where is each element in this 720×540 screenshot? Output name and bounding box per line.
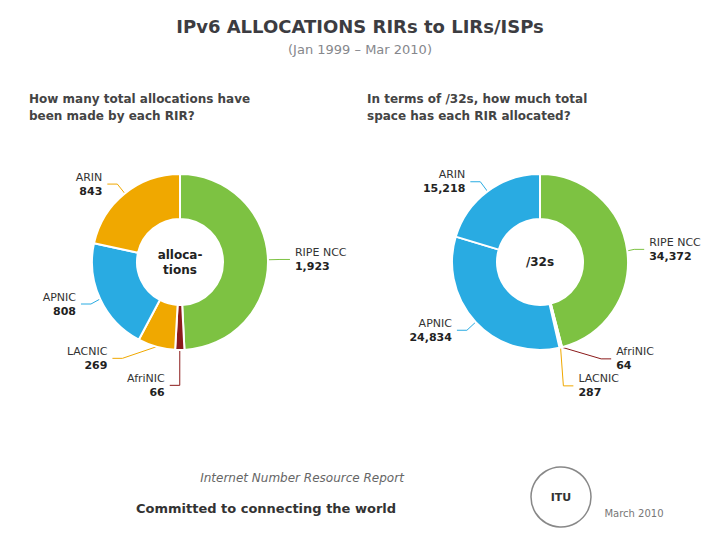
svg-text:space has each RIR allocated?: space has each RIR allocated?: [367, 109, 571, 123]
svg-text:alloca-: alloca-: [158, 248, 203, 262]
svg-text:LACNIC: LACNIC: [67, 345, 108, 358]
svg-text:1,923: 1,923: [295, 260, 330, 273]
svg-text:Internet Number Resource Repor: Internet Number Resource Report: [200, 471, 405, 485]
svg-text:287: 287: [578, 386, 601, 399]
svg-text:LACNIC: LACNIC: [578, 372, 619, 385]
svg-text:ARIN: ARIN: [76, 171, 103, 184]
svg-text:808: 808: [53, 305, 76, 318]
svg-text:IPv6 ALLOCATIONS RIRs to LIRs/: IPv6 ALLOCATIONS RIRs to LIRs/ISPs: [176, 16, 543, 37]
svg-text:APNIC: APNIC: [419, 317, 453, 330]
svg-text:64: 64: [616, 359, 632, 372]
svg-text:tions: tions: [163, 263, 197, 277]
svg-text:RIPE NCC: RIPE NCC: [295, 246, 347, 259]
svg-text:66: 66: [149, 386, 165, 399]
svg-text:RIPE NCC: RIPE NCC: [649, 236, 701, 249]
svg-text:APNIC: APNIC: [43, 291, 77, 304]
svg-text:ARIN: ARIN: [439, 168, 466, 181]
svg-text:AfriNIC: AfriNIC: [127, 372, 165, 385]
svg-text:15,218: 15,218: [423, 182, 465, 195]
svg-text:March 2010: March 2010: [604, 508, 663, 519]
svg-text:/32s: /32s: [526, 255, 554, 269]
svg-text:(Jan 1999 – Mar 2010): (Jan 1999 – Mar 2010): [288, 42, 432, 57]
svg-text:ITU: ITU: [551, 491, 572, 504]
svg-text:Committed to connecting the wo: Committed to connecting the world: [136, 501, 396, 516]
svg-text:been made by each RIR?: been made by each RIR?: [29, 109, 195, 123]
svg-text:In terms of /32s, how much tot: In terms of /32s, how much total: [367, 92, 587, 106]
svg-text:269: 269: [84, 359, 107, 372]
svg-text:843: 843: [79, 185, 102, 198]
svg-text:24,834: 24,834: [409, 331, 452, 344]
svg-text:How many total allocations hav: How many total allocations have: [29, 92, 250, 106]
svg-text:34,372: 34,372: [649, 250, 691, 263]
svg-text:AfriNIC: AfriNIC: [616, 345, 654, 358]
